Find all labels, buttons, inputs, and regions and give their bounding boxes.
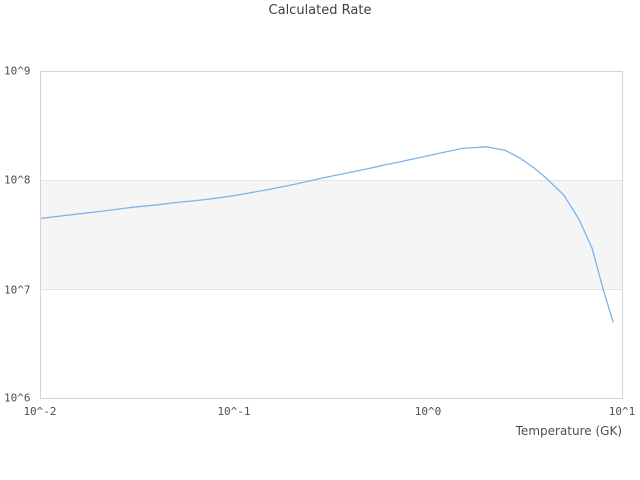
x-tick-label: 10^1 [608, 405, 636, 418]
gridline-1e7 [41, 289, 622, 290]
y-tick-label: 10^9 [4, 64, 31, 78]
x-axis-title: Temperature (GK) [515, 424, 622, 438]
y-tick-label: 10^8 [4, 173, 31, 187]
rate-line-series [41, 146, 614, 323]
x-tick-label: 10^0 [414, 405, 442, 418]
series-canvas [41, 146, 614, 323]
chart-plot-area[interactable] [40, 71, 623, 399]
x-tick-label: 10^-1 [217, 405, 251, 418]
chart-title: Calculated Rate [268, 3, 372, 18]
y-tick-label: 10^6 [4, 391, 31, 405]
y-tick-label: 10^7 [4, 283, 31, 297]
alternate-grid-band [41, 181, 622, 289]
x-tick-label: 10^-2 [23, 405, 57, 418]
gridline-1e8 [41, 180, 622, 181]
